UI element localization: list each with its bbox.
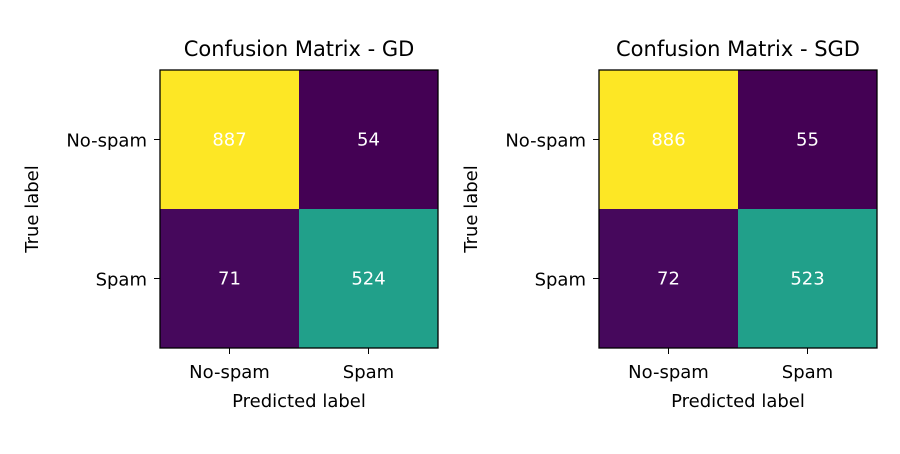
y-tick-label: Spam (96, 270, 147, 291)
y-tick-label: Spam (535, 270, 586, 291)
cell-value-label: 887 (212, 130, 246, 151)
plot-frame (159, 69, 439, 349)
y-axis-label: True label (22, 165, 43, 254)
cell-value-label: 72 (657, 269, 680, 290)
cell-value-label: 523 (790, 269, 824, 290)
x-tick-label: Spam (343, 362, 394, 383)
y-tick-label: No-spam (505, 131, 586, 152)
chart-panel-sgd: 886 55 72 523 Confusion Matrix - SGD No-spam S… (461, 37, 878, 412)
chart-panel-gd: 887 54 71 524 Confusion Matrix - GD No-spam Sp… (22, 37, 439, 412)
cell-value-label: 524 (351, 269, 385, 290)
x-tick-label: Spam (782, 362, 833, 383)
cell-value-label: 886 (651, 130, 685, 151)
y-axis-label: True label (461, 165, 482, 254)
matrix-cell (599, 70, 738, 209)
cell-value-label: 54 (357, 130, 380, 151)
matrix-cell (299, 70, 438, 209)
cell-value-label: 55 (796, 130, 819, 151)
matrix-cell (738, 209, 877, 348)
chart-title: Confusion Matrix - SGD (616, 37, 860, 61)
y-tick-label: No-spam (66, 131, 147, 152)
chart-title: Confusion Matrix - GD (184, 37, 415, 61)
matrix-cell (299, 209, 438, 348)
plot-frame (598, 69, 878, 349)
x-tick-label: No-spam (189, 362, 270, 383)
matrix-cell (160, 70, 299, 209)
x-axis-label: Predicted label (232, 391, 366, 412)
x-axis-label: Predicted label (671, 391, 805, 412)
matrix-cell (738, 70, 877, 209)
matrix-cell (599, 209, 738, 348)
cell-value-label: 71 (218, 269, 241, 290)
matrix-cell (160, 209, 299, 348)
x-tick-label: No-spam (628, 362, 709, 383)
